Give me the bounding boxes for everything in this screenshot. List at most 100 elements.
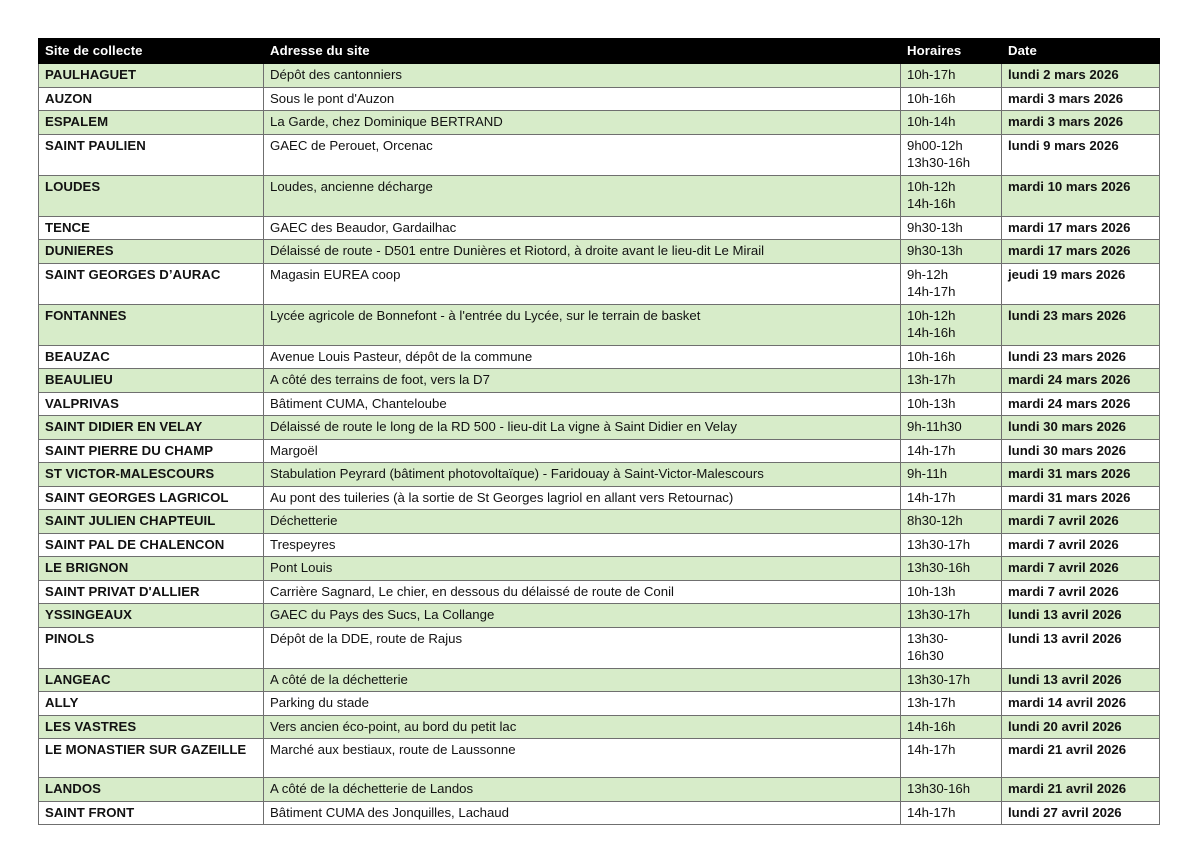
cell-address: Sous le pont d'Auzon — [263, 86, 901, 111]
cell-hours: 13h30-16h — [900, 777, 1002, 802]
cell-site: SAINT PAULIEN — [38, 133, 264, 176]
cell-date: mardi 21 avril 2026 — [1001, 777, 1160, 802]
cell-hours: 14h-16h — [900, 714, 1002, 739]
cell-hours: 13h30-16h — [900, 556, 1002, 581]
cell-site: LES VASTRES — [38, 714, 264, 739]
table-row: ST VICTOR-MALESCOURS Stabulation Peyrard … — [38, 462, 1160, 487]
cell-site: SAINT PAL DE CHALENCON — [38, 532, 264, 557]
cell-site: LANDOS — [38, 777, 264, 802]
cell-address: Vers ancien éco-point, au bord du petit … — [263, 714, 901, 739]
cell-date: mardi 17 mars 2026 — [1001, 215, 1160, 240]
table-row: LES VASTRES Vers ancien éco-point, au bor… — [38, 714, 1160, 739]
cell-date: mardi 7 avril 2026 — [1001, 509, 1160, 534]
cell-site: SAINT GEORGES D’AURAC — [38, 262, 264, 305]
cell-date: mardi 31 mars 2026 — [1001, 462, 1160, 487]
cell-site: LANGEAC — [38, 667, 264, 692]
cell-site: SAINT GEORGES LAGRICOL — [38, 485, 264, 510]
cell-address: GAEC des Beaudor, Gardailhac — [263, 215, 901, 240]
cell-site: ESPALEM — [38, 110, 264, 135]
table-row: DUNIERES Délaissé de route - D501 entre D… — [38, 239, 1160, 264]
cell-site: LE MONASTIER SUR GAZEILLE — [38, 738, 264, 778]
cell-date: lundi 13 avril 2026 — [1001, 603, 1160, 628]
cell-address: Avenue Louis Pasteur, dépôt de la commun… — [263, 344, 901, 369]
cell-date: lundi 9 mars 2026 — [1001, 133, 1160, 176]
cell-hours: 14h-17h — [900, 438, 1002, 463]
cell-date: lundi 20 avril 2026 — [1001, 714, 1160, 739]
cell-hours: 9h-11h — [900, 462, 1002, 487]
cell-address: Bâtiment CUMA, Chanteloube — [263, 391, 901, 416]
cell-date: lundi 27 avril 2026 — [1001, 800, 1160, 825]
cell-address: A côté des terrains de foot, vers la D7 — [263, 368, 901, 393]
cell-address: Délaissé de route - D501 entre Dunières … — [263, 239, 901, 264]
cell-hours: 13h-17h — [900, 368, 1002, 393]
column-header-address: Adresse du site — [263, 38, 901, 64]
cell-hours: 13h30-17h — [900, 532, 1002, 557]
cell-hours: 9h-11h30 — [900, 415, 1002, 440]
cell-address: Déchetterie — [263, 509, 901, 534]
table-row: SAINT PRIVAT D'ALLIER Carrière Sagnard, L… — [38, 579, 1160, 604]
cell-address: Au pont des tuileries (à la sortie de St… — [263, 485, 901, 510]
cell-date: mardi 14 avril 2026 — [1001, 691, 1160, 716]
table-row: SAINT PIERRE DU CHAMP Margoël 14h-17h lundi… — [38, 438, 1160, 463]
table-row: AUZON Sous le pont d'Auzon 10h-16h mardi 3 … — [38, 86, 1160, 111]
cell-address: Dépôt de la DDE, route de Rajus — [263, 626, 901, 669]
table-row: ESPALEM La Garde, chez Dominique BERTRAND… — [38, 110, 1160, 135]
cell-address: Marché aux bestiaux, route de Laussonne — [263, 738, 901, 778]
cell-date: jeudi 19 mars 2026 — [1001, 262, 1160, 305]
cell-address: A côté de la déchetterie — [263, 667, 901, 692]
cell-hours: 10h-16h — [900, 86, 1002, 111]
table-row: SAINT GEORGES LAGRICOL Au pont des tuiler… — [38, 485, 1160, 510]
column-header-date: Date — [1001, 38, 1160, 64]
table-row: BEAULIEU A côté des terrains de foot, ver… — [38, 368, 1160, 393]
cell-hours: 9h30-13h — [900, 239, 1002, 264]
table-row: ALLY Parking du stade 13h-17h mardi 14 avri… — [38, 691, 1160, 716]
cell-hours: 13h30-17h — [900, 667, 1002, 692]
cell-date: mardi 17 mars 2026 — [1001, 239, 1160, 264]
cell-site: VALPRIVAS — [38, 391, 264, 416]
cell-date: mardi 3 mars 2026 — [1001, 110, 1160, 135]
cell-hours: 8h30-12h — [900, 509, 1002, 534]
table-row: LE BRIGNON Pont Louis 13h30-16h mardi 7 avr… — [38, 556, 1160, 581]
cell-date: mardi 7 avril 2026 — [1001, 532, 1160, 557]
cell-site: TENCE — [38, 215, 264, 240]
table-row: SAINT JULIEN CHAPTEUIL Déchetterie 8h30-12… — [38, 509, 1160, 534]
cell-hours: 13h30- 16h30 — [900, 626, 1002, 669]
cell-hours: 9h30-13h — [900, 215, 1002, 240]
cell-address: Pont Louis — [263, 556, 901, 581]
table-row: SAINT FRONT Bâtiment CUMA des Jonquilles,… — [38, 800, 1160, 825]
cell-address: Stabulation Peyrard (bâtiment photovolta… — [263, 462, 901, 487]
cell-site: SAINT FRONT — [38, 800, 264, 825]
table-row: LOUDES Loudes, ancienne décharge 10h-12h 1… — [38, 174, 1160, 217]
cell-hours: 10h-12h 14h-16h — [900, 303, 1002, 346]
cell-site: AUZON — [38, 86, 264, 111]
cell-hours: 13h30-17h — [900, 603, 1002, 628]
cell-site: SAINT JULIEN CHAPTEUIL — [38, 509, 264, 534]
cell-hours: 14h-17h — [900, 738, 1002, 778]
cell-site: SAINT PIERRE DU CHAMP — [38, 438, 264, 463]
cell-hours: 10h-16h — [900, 344, 1002, 369]
cell-hours: 9h-12h 14h-17h — [900, 262, 1002, 305]
table-row: SAINT GEORGES D’AURAC Magasin EUREA coop 9… — [38, 262, 1160, 305]
table-row: SAINT PAULIEN GAEC de Perouet, Orcenac 9h0… — [38, 133, 1160, 176]
cell-hours: 14h-17h — [900, 485, 1002, 510]
cell-site: SAINT DIDIER EN VELAY — [38, 415, 264, 440]
cell-address: Carrière Sagnard, Le chier, en dessous d… — [263, 579, 901, 604]
cell-site: SAINT PRIVAT D'ALLIER — [38, 579, 264, 604]
cell-address: Délaissé de route le long de la RD 500 -… — [263, 415, 901, 440]
cell-site: BEAULIEU — [38, 368, 264, 393]
cell-site: YSSINGEAUX — [38, 603, 264, 628]
cell-date: mardi 31 mars 2026 — [1001, 485, 1160, 510]
cell-hours: 10h-13h — [900, 391, 1002, 416]
cell-site: DUNIERES — [38, 239, 264, 264]
cell-address: Trespeyres — [263, 532, 901, 557]
table-row: BEAUZAC Avenue Louis Pasteur, dépôt de la… — [38, 344, 1160, 369]
cell-hours: 13h-17h — [900, 691, 1002, 716]
cell-address: A côté de la déchetterie de Landos — [263, 777, 901, 802]
cell-date: lundi 23 mars 2026 — [1001, 303, 1160, 346]
table-row: SAINT DIDIER EN VELAY Délaissé de route l… — [38, 415, 1160, 440]
cell-date: mardi 7 avril 2026 — [1001, 556, 1160, 581]
table-row: LANGEAC A côté de la déchetterie 13h30-17h… — [38, 667, 1160, 692]
table-row: PAULHAGUET Dépôt des cantonniers 10h-17h lu… — [38, 63, 1160, 88]
cell-hours: 9h00-12h 13h30-16h — [900, 133, 1002, 176]
